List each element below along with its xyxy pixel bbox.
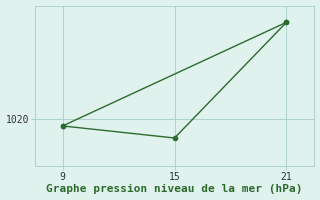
X-axis label: Graphe pression niveau de la mer (hPa): Graphe pression niveau de la mer (hPa) [46, 184, 303, 194]
